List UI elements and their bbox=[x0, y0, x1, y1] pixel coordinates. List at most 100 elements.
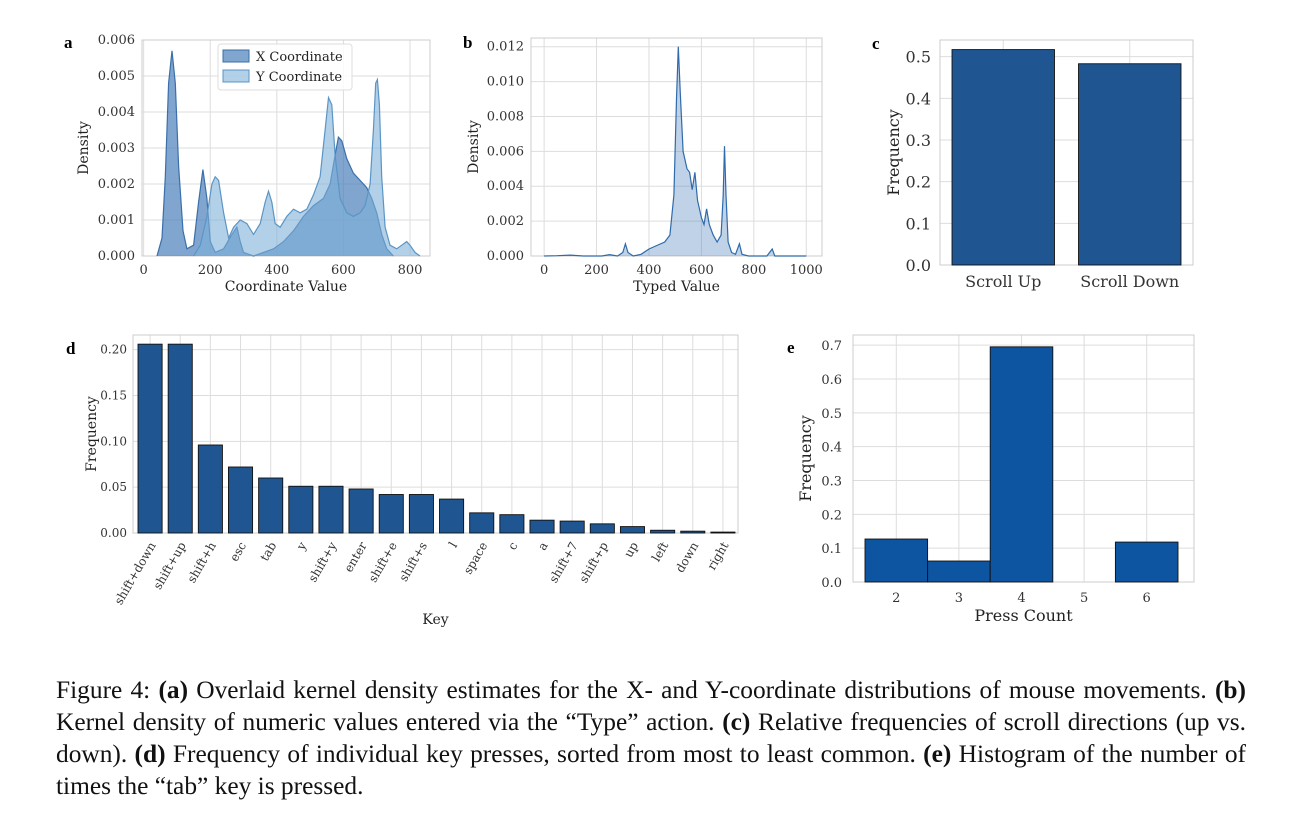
y-tick-label: 0.20 bbox=[100, 343, 127, 357]
legend-label-y-coordinate: Y Coordinate bbox=[255, 70, 342, 85]
x-tick-label: Scroll Down bbox=[1080, 272, 1179, 291]
x-axis-label: Typed Value bbox=[633, 279, 720, 295]
caption-b-text: Kernel density of numeric values entered… bbox=[56, 708, 715, 736]
x-tick-label: up bbox=[621, 539, 641, 560]
figure-canvas: a b c d e 0.0000.0010.0020.0030.0040.005… bbox=[64, 33, 1195, 628]
caption-a-text: Overlaid kernel density estimates for th… bbox=[196, 676, 1207, 704]
y-tick-label: 0.5 bbox=[906, 48, 931, 67]
bar-shift-down bbox=[137, 343, 163, 534]
x-tick-label: shift+p bbox=[576, 539, 611, 585]
y-tick-label: 0.006 bbox=[98, 33, 135, 48]
y-tick-label: 0.010 bbox=[487, 75, 524, 90]
bar-6 bbox=[1114, 541, 1179, 583]
bar-left bbox=[650, 529, 676, 534]
caption-d-text: Frequency of individual key presses, sor… bbox=[172, 740, 916, 768]
bar-tab bbox=[258, 477, 284, 534]
x-tick-label: space bbox=[461, 540, 491, 577]
y-tick-label: 0.05 bbox=[100, 480, 127, 494]
y-tick-label: 0.4 bbox=[906, 89, 931, 108]
y-tick-label: 0.1 bbox=[906, 214, 931, 233]
y-tick-label: 0.4 bbox=[821, 441, 842, 456]
x-tick-label: 400 bbox=[264, 263, 289, 278]
y-axis-label: Frequency bbox=[796, 415, 815, 502]
y-axis-label: Density bbox=[76, 121, 92, 175]
bar-2 bbox=[864, 538, 929, 583]
x-axis-label: Key bbox=[422, 612, 448, 628]
y-tick-label: 0.1 bbox=[821, 542, 842, 557]
x-tick-label: 0 bbox=[140, 263, 148, 278]
y-tick-label: 0.6 bbox=[821, 373, 842, 388]
y-tick-label: 0.002 bbox=[98, 177, 135, 192]
x-tick-label: shift+e bbox=[366, 540, 400, 585]
y-tick-label: 0.3 bbox=[821, 474, 842, 489]
bar-c bbox=[499, 514, 525, 534]
y-tick-label: 0.005 bbox=[98, 69, 135, 84]
x-axis-label: Coordinate Value bbox=[225, 279, 347, 295]
legend-label-x-coordinate: X Coordinate bbox=[256, 50, 343, 65]
y-axis-label: Frequency bbox=[884, 109, 903, 196]
panel-b-kde-chart: 0.000 0.002 0.004 0.006 0.008 0.010 0.012 0 200 4… bbox=[466, 37, 823, 295]
panel-letter-e: e bbox=[787, 338, 795, 357]
x-tick-label: tab bbox=[257, 539, 279, 563]
y-tick-label: 0.008 bbox=[487, 109, 524, 124]
y-tick-label: 0.2 bbox=[906, 173, 931, 192]
x-tick-label: 3 bbox=[955, 591, 963, 606]
x-axis-label: Press Count bbox=[974, 606, 1073, 625]
panel-letter-a: a bbox=[64, 33, 73, 52]
x-tick-label: 2 bbox=[892, 591, 900, 606]
y-tick-label: 0.0 bbox=[821, 576, 842, 591]
bar-right bbox=[710, 531, 736, 534]
bar-shift-s bbox=[408, 494, 434, 534]
x-tick-label: l bbox=[446, 539, 460, 549]
y-tick-label: 0.001 bbox=[98, 213, 135, 228]
bar-space bbox=[469, 512, 495, 534]
y-tick-label: 0.15 bbox=[100, 389, 127, 403]
x-tick-label: 4 bbox=[1017, 591, 1025, 606]
y-tick-label: 0.2 bbox=[821, 508, 842, 523]
x-tick-label: shift+down bbox=[112, 539, 159, 607]
bar-shift-h bbox=[197, 444, 223, 534]
y-tick-label: 0.000 bbox=[98, 249, 135, 264]
x-tick-label: y bbox=[293, 539, 309, 553]
x-tick-label: 5 bbox=[1080, 591, 1088, 606]
bar-a bbox=[529, 519, 555, 534]
bar-esc bbox=[228, 466, 254, 534]
bar-down bbox=[680, 530, 706, 534]
plot-frame-c bbox=[939, 39, 1194, 266]
bar-enter bbox=[348, 488, 374, 534]
y-tick-label: 0.0 bbox=[906, 256, 931, 275]
caption-d-label: (d) bbox=[134, 740, 166, 768]
density-line bbox=[193, 77, 421, 257]
y-tick-label: 0.004 bbox=[98, 105, 135, 120]
caption-c-label: (c) bbox=[722, 708, 751, 736]
caption-e-label: (e) bbox=[923, 740, 952, 768]
legend-swatch-y-coordinate bbox=[222, 69, 250, 83]
x-tick-label: 800 bbox=[398, 263, 423, 278]
caption-c-text: Relative frequencies of scroll direction… bbox=[56, 708, 1246, 768]
bar-l bbox=[439, 498, 465, 534]
x-tick-label: 0 bbox=[540, 263, 548, 278]
bar-scroll-up bbox=[951, 49, 1055, 266]
y-tick-label: 0.002 bbox=[487, 214, 524, 229]
bar-shift-p bbox=[589, 523, 615, 534]
x-tick-label: esc bbox=[227, 539, 249, 564]
plot-frame-d bbox=[132, 334, 739, 534]
y-tick-label: 0.003 bbox=[98, 141, 135, 156]
panel-d-bar-chart: 0.000.050.100.150.20shift+downshift+upsh… bbox=[84, 334, 739, 628]
panel-letter-b: b bbox=[463, 33, 472, 52]
x-tick-label: 400 bbox=[637, 263, 662, 278]
y-tick-label: 0.000 bbox=[487, 249, 524, 264]
y-tick-label: 0.10 bbox=[100, 434, 127, 448]
panel-e-bar-chart: 0.0 0.1 0.2 0.3 0.4 0.5 0.6 0.7 2 3 4 5 6 Press Count… bbox=[796, 334, 1195, 625]
plot-frame-b bbox=[530, 37, 823, 257]
x-tick-label: 600 bbox=[331, 263, 356, 278]
x-tick-label: 200 bbox=[584, 263, 609, 278]
panel-c-bar-chart: 0.0 0.1 0.2 0.3 0.4 0.5 Scroll Up Scroll Down Fr… bbox=[884, 39, 1194, 291]
caption-b-label: (b) bbox=[1214, 676, 1246, 704]
legend-swatch-x-coordinate bbox=[222, 49, 250, 63]
bar-shift-y bbox=[318, 485, 344, 534]
panel-letter-d: d bbox=[66, 339, 76, 358]
x-tick-label: c bbox=[505, 539, 521, 552]
x-tick-label: shift+s bbox=[396, 540, 430, 584]
density-line bbox=[544, 46, 807, 257]
